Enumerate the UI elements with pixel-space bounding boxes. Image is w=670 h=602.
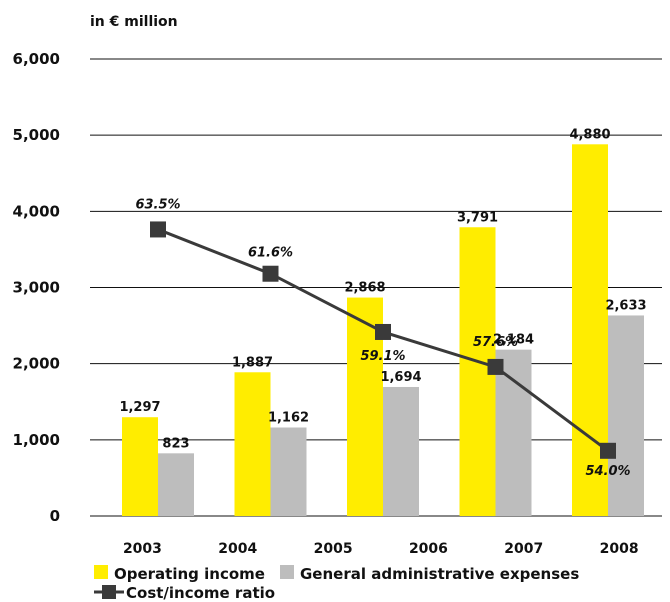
y-tick-label: 5,000 bbox=[13, 126, 60, 144]
x-tick-label: 2005 bbox=[314, 541, 353, 557]
legend-marker-cost-income bbox=[102, 585, 116, 599]
x-tick-label: 2008 bbox=[600, 541, 639, 557]
bar-admin-expenses bbox=[270, 427, 307, 516]
bar-labels: 1,297 823 1,887 1,162 2,868 1,694 3,791 2,184 4,… bbox=[119, 127, 646, 451]
ratio-data-label: 59.1% bbox=[360, 349, 405, 364]
legend-label-cost-income: Cost/income ratio bbox=[126, 584, 275, 602]
bar-data-label: 3,791 bbox=[457, 210, 498, 225]
bar-data-label: 1,297 bbox=[119, 400, 160, 415]
bar-data-label: 1,887 bbox=[232, 355, 273, 370]
ratio-marker bbox=[487, 358, 504, 375]
ratio-data-label: 63.5% bbox=[135, 197, 180, 212]
ratio-marker bbox=[150, 221, 166, 238]
ratio-marker bbox=[600, 442, 616, 459]
cost-income-line: 63.5% 61.6% 59.1% 57.6% 54.0% bbox=[135, 197, 630, 478]
ratio-data-label: 54.0% bbox=[585, 464, 630, 479]
bar-admin-expenses bbox=[495, 349, 532, 516]
bar-operating-income bbox=[122, 417, 158, 516]
bar-data-label: 1,162 bbox=[268, 410, 309, 425]
bar-data-label: 823 bbox=[162, 436, 189, 451]
x-tick-label: 2006 bbox=[409, 541, 448, 557]
bar-data-label: 2,184 bbox=[493, 333, 534, 348]
bar-admin-expenses bbox=[608, 315, 644, 516]
legend-label-operating-income: Operating income bbox=[114, 565, 265, 583]
bar-data-label: 1,694 bbox=[380, 370, 421, 385]
legend-swatch-admin-expenses bbox=[280, 565, 294, 579]
bar-operating-income bbox=[234, 372, 271, 516]
y-tick-label: 2,000 bbox=[13, 355, 60, 373]
bar-admin-expenses bbox=[158, 453, 194, 516]
bar-data-label: 2,633 bbox=[605, 298, 646, 313]
x-tick-label: 2003 bbox=[123, 541, 162, 557]
legend: Operating income General administrative … bbox=[94, 565, 579, 602]
legend-label-admin-expenses: General administrative expenses bbox=[300, 565, 579, 583]
ratio-marker bbox=[262, 265, 279, 282]
unit-label: in € million bbox=[90, 14, 178, 30]
ratio-data-label: 57.6% bbox=[473, 335, 518, 350]
bar-data-label: 2,868 bbox=[344, 281, 385, 296]
bar-operating-income bbox=[572, 144, 608, 516]
y-tick-label: 1,000 bbox=[13, 431, 60, 449]
ratio-marker bbox=[375, 323, 391, 340]
bar-admin-expenses bbox=[383, 386, 419, 516]
x-axis-ticks: 2003 2004 2005 2006 2007 2008 bbox=[123, 541, 639, 557]
y-tick-label: 0 bbox=[50, 507, 60, 525]
y-tick-label: 6,000 bbox=[13, 50, 60, 68]
legend-swatch-operating-income bbox=[94, 565, 108, 579]
x-tick-label: 2004 bbox=[218, 541, 257, 557]
y-tick-label: 3,000 bbox=[13, 279, 60, 297]
y-tick-label: 4,000 bbox=[13, 202, 60, 220]
x-tick-label: 2007 bbox=[504, 541, 543, 557]
y-axis-ticks: 0 1,000 2,000 3,000 4,000 5,000 6,000 bbox=[13, 50, 60, 525]
ratio-data-label: 61.6% bbox=[248, 246, 293, 261]
bar-data-label: 4,880 bbox=[569, 127, 610, 142]
bars bbox=[122, 144, 644, 516]
